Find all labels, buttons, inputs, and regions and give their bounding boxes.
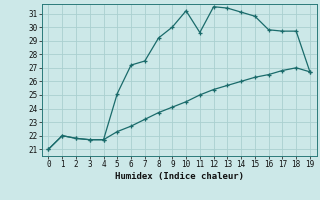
X-axis label: Humidex (Indice chaleur): Humidex (Indice chaleur) xyxy=(115,172,244,181)
